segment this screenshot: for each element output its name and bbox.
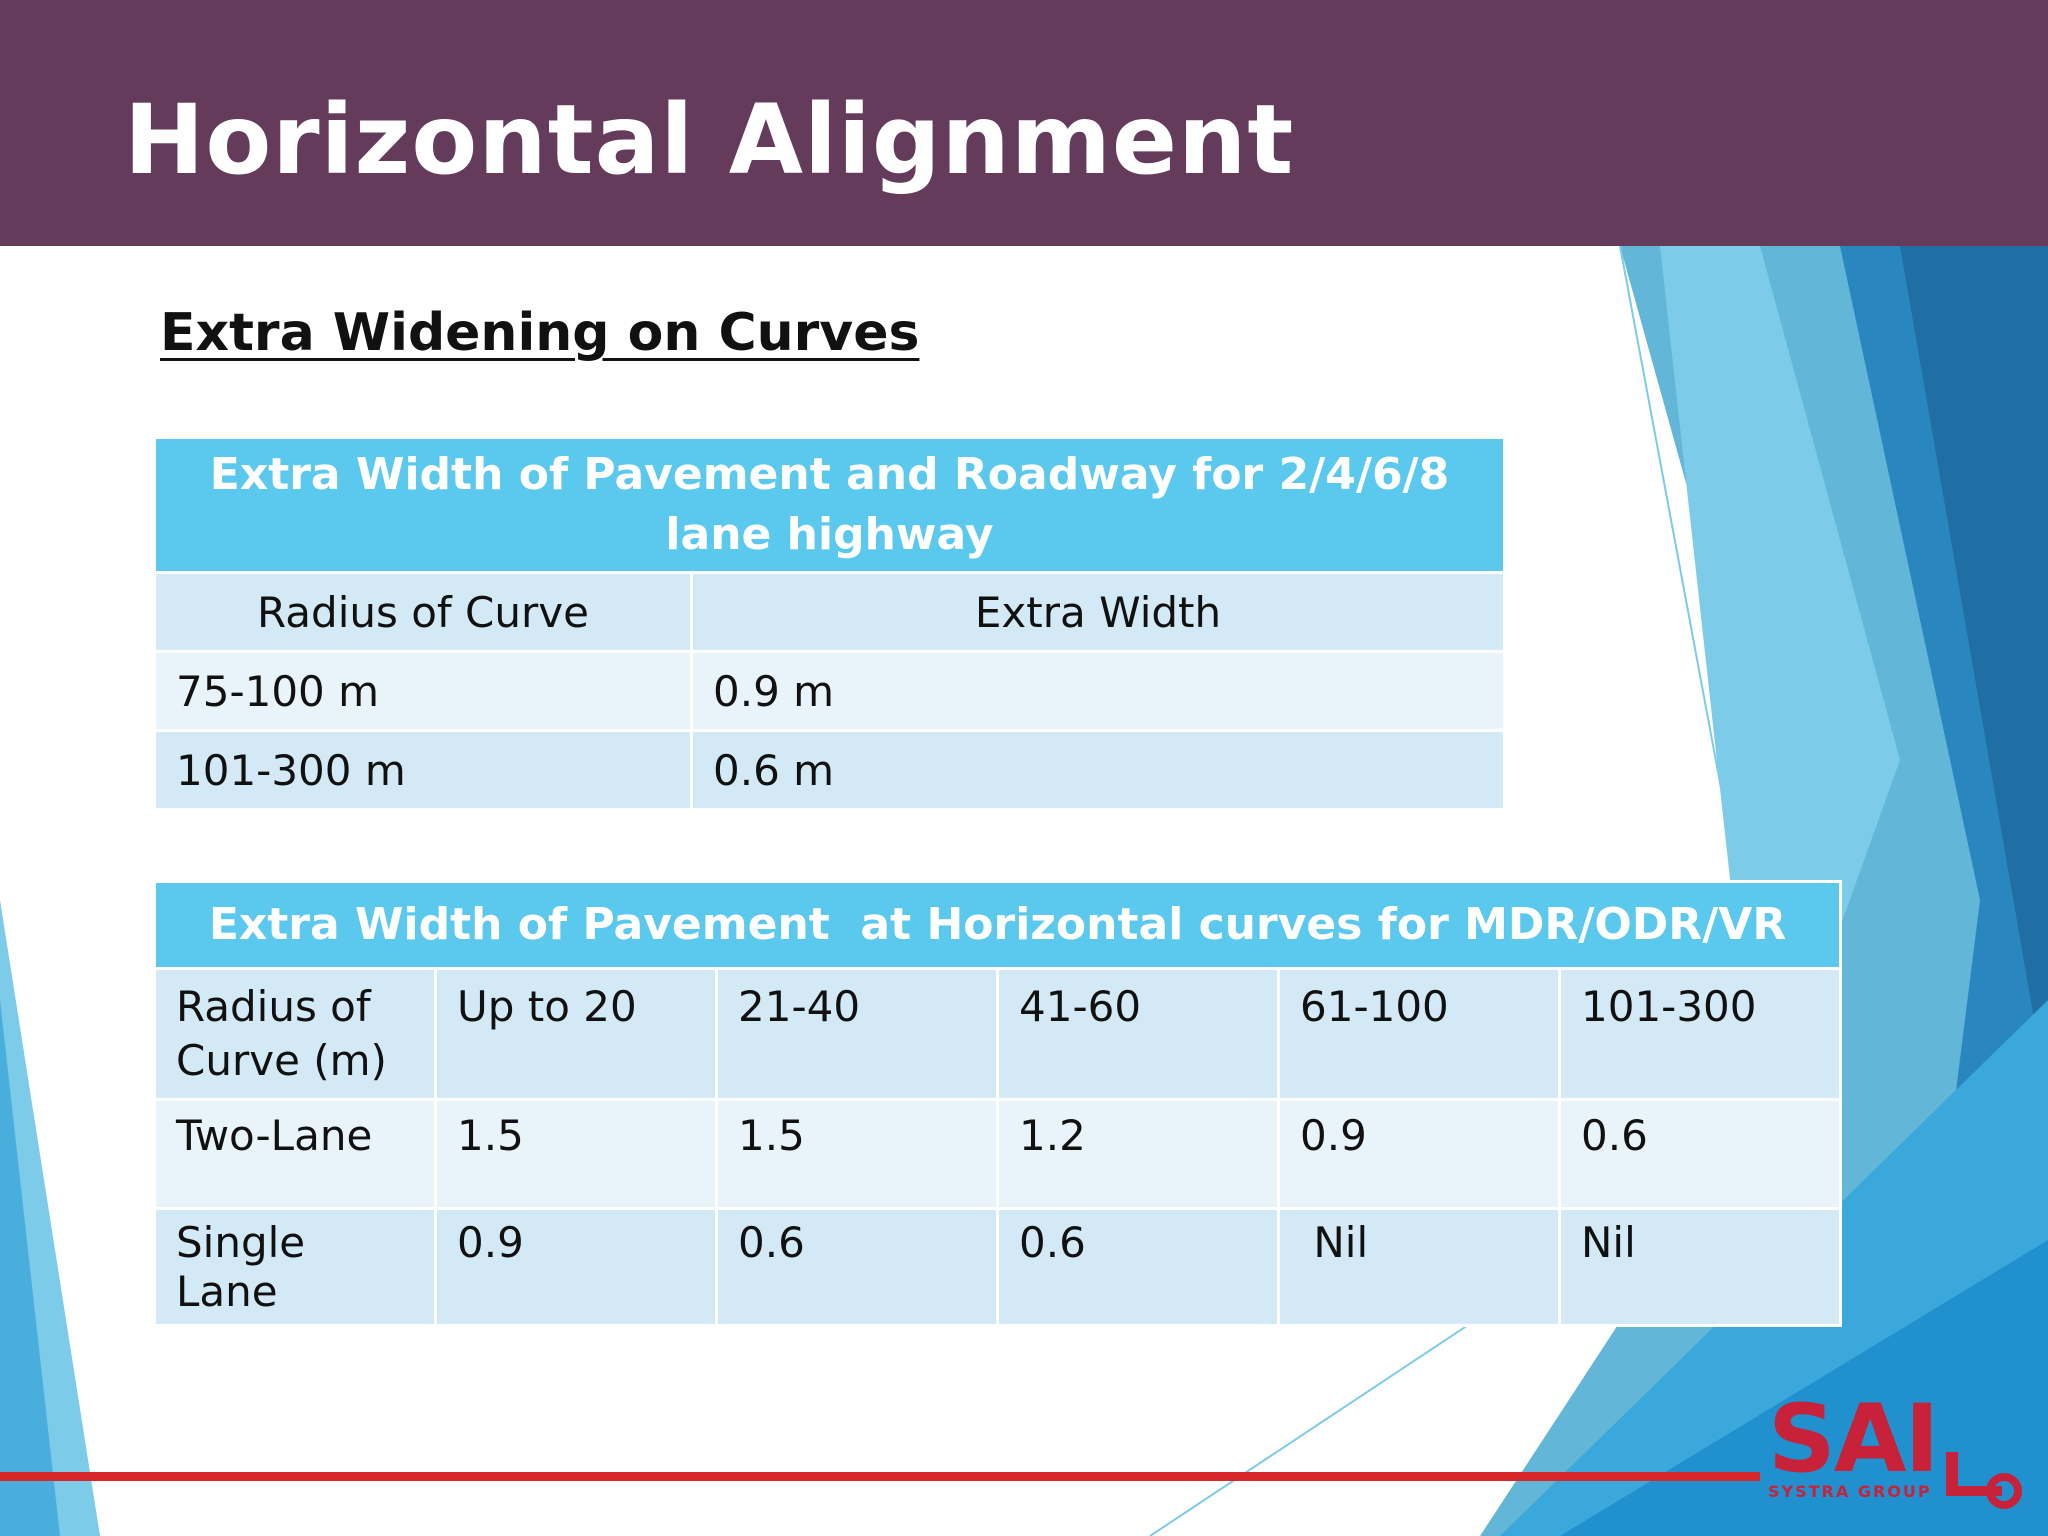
footer-accent-line (0, 1472, 1760, 1481)
table-row: 101-300 m 0.6 m (153, 729, 1507, 811)
title-bar: Horizontal Alignment (0, 0, 2048, 246)
table2-cell: 0.6 (1557, 1098, 1843, 1210)
slide-subtitle: Extra Widening on Curves (160, 303, 920, 363)
table2-cell: Two-Lane (153, 1098, 437, 1210)
table2-cell: 1.5 (715, 1098, 999, 1210)
table1-cell: 0.9 m (689, 650, 1507, 732)
table-row: 75-100 m 0.9 m (153, 650, 1507, 732)
table-row: Single Lane 0.9 0.6 0.6 Nil Nil (153, 1207, 1843, 1327)
table2-header-radius: Radius of Curve (m) (153, 967, 437, 1101)
table2-cell: 0.9 (1277, 1098, 1561, 1210)
table1-cell: 101-300 m (153, 729, 693, 811)
table2-cell: Nil (1557, 1207, 1843, 1327)
slide-title: Horizontal Alignment (124, 84, 1295, 196)
table2-cell: Nil (1277, 1207, 1561, 1327)
table2-cell: 1.5 (434, 1098, 718, 1210)
table1-cell: 0.6 m (689, 729, 1507, 811)
table2-cell: Single Lane (153, 1207, 437, 1327)
table2-header: 41-60 (996, 967, 1280, 1101)
table-row: Two-Lane 1.5 1.5 1.2 0.9 0.6 (153, 1098, 1843, 1210)
table2-cell: 1.2 (996, 1098, 1280, 1210)
table2-header: 61-100 (1277, 967, 1561, 1101)
table1-header-extra-width: Extra Width (689, 571, 1507, 653)
extra-width-table-mdr-odr-vr: Extra Width of Pavement at Horizontal cu… (152, 880, 1843, 1327)
table2-header: Up to 20 (434, 967, 718, 1101)
table1-cell: 75-100 m (153, 650, 693, 732)
table2-cell: 0.9 (434, 1207, 718, 1327)
table2-header: 21-40 (715, 967, 999, 1101)
table1-caption: Extra Width of Pavement and Roadway for … (152, 436, 1507, 574)
logo-pipe-icon (1946, 1452, 2022, 1509)
table2-caption: Extra Width of Pavement at Horizontal cu… (152, 880, 1843, 970)
extra-width-table-highway: Extra Width of Pavement and Roadway for … (152, 436, 1507, 811)
company-logo: SAI SYSTRA GROUP (1768, 1390, 2024, 1516)
logo-text: SAI (1768, 1385, 1939, 1494)
logo-subtext: SYSTRA GROUP (1768, 1482, 1932, 1501)
table1-header-radius: Radius of Curve (153, 571, 693, 653)
table2-header: 101-300 (1557, 967, 1843, 1101)
table2-cell: 0.6 (996, 1207, 1280, 1327)
table2-cell: 0.6 (715, 1207, 999, 1327)
